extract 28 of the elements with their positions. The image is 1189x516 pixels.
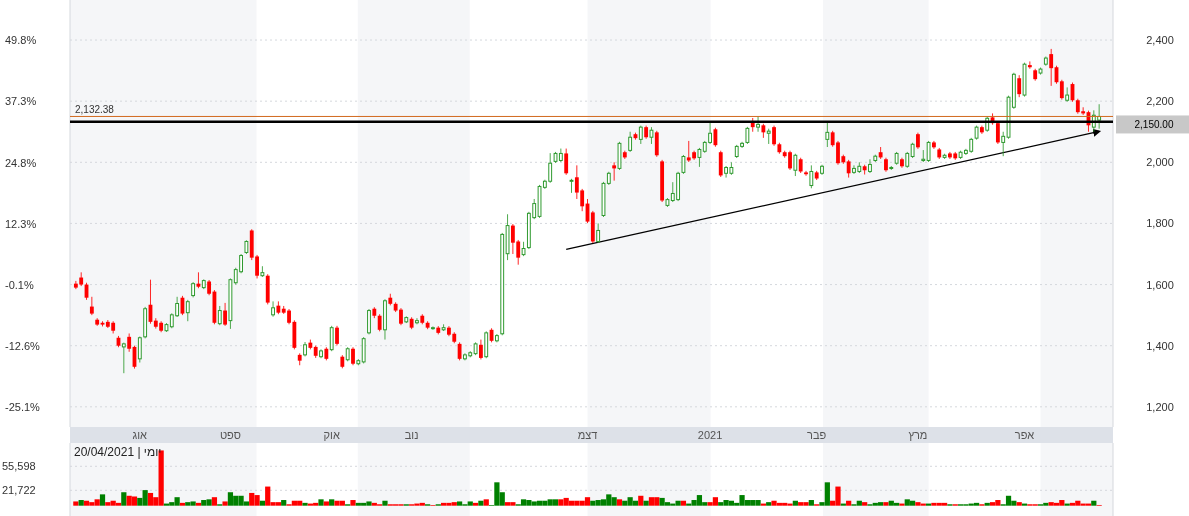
y-tick-label: 1,800: [1146, 217, 1174, 230]
y-tick-label: 2,400: [1146, 34, 1174, 47]
x-tick-label: 2021: [697, 429, 723, 441]
x-tick-label: אוג: [132, 429, 148, 441]
y2-tick-label: -0.1%: [5, 278, 34, 291]
y2-tick-label: 24.8%: [5, 156, 37, 169]
x-tick-label: ספט: [219, 429, 241, 441]
y-tick-label: 1,600: [1146, 278, 1174, 291]
ref-line-label: 2,132.38: [75, 103, 115, 115]
annotation: יומי | 20/04/2021: [74, 445, 162, 459]
x-tick-label: פבר: [807, 429, 827, 441]
x-tick-label: מרץ: [908, 429, 928, 441]
ref-line-label: 2,150.00: [1134, 119, 1174, 131]
y2-tick-label: -25.1%: [5, 400, 41, 413]
y-tick-label: 2,200: [1146, 95, 1174, 108]
y-tick-label: 55,598: [2, 460, 36, 473]
y2-tick-label: 12.3%: [5, 217, 37, 230]
y2-tick-label: -12.6%: [5, 339, 41, 352]
y2-tick-label: 49.8%: [5, 34, 37, 47]
x-tick-label: דצמ: [577, 429, 598, 441]
y-tick-label: 1,200: [1146, 400, 1174, 413]
y-tick-label: 21,722: [2, 484, 36, 497]
y2-tick-label: 37.3%: [5, 95, 37, 108]
y-tick-label: 2,000: [1146, 156, 1174, 169]
x-tick-label: אוק: [323, 429, 340, 441]
x-tick-label: נוב: [404, 429, 419, 441]
y-tick-label: 1,400: [1146, 339, 1174, 352]
x-tick-label: אפר: [1014, 429, 1035, 441]
